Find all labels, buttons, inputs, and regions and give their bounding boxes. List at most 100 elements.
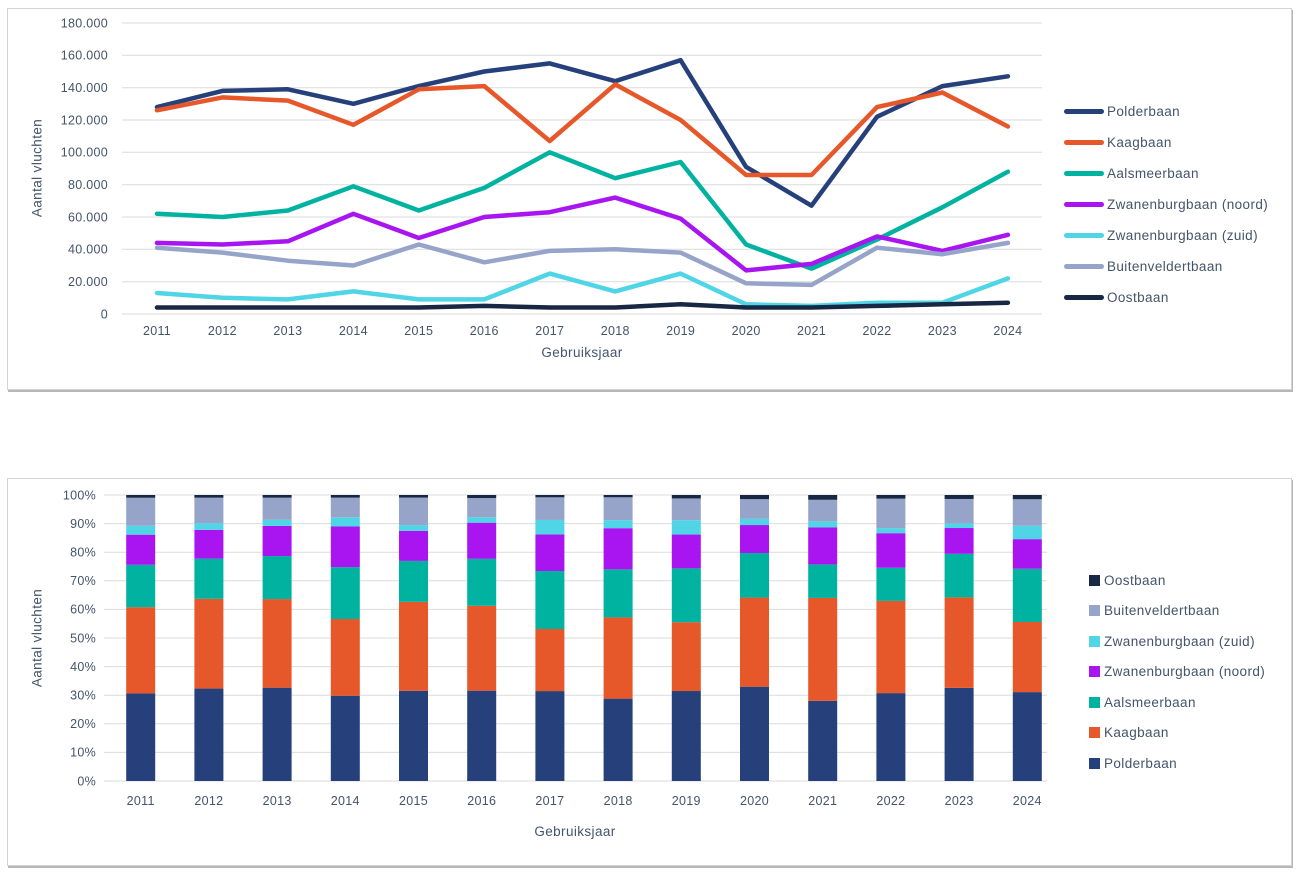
bar-segment-kaagbaan [944,597,974,688]
bar-segment-oostbaan [330,495,360,498]
bar-segment-zwanenburgbaan-noord [1012,539,1042,569]
bar-segment-buitenveldertbaan [740,499,769,519]
y-axis-title: Aantal vluchten [29,118,45,218]
bar-segment-polderbaan [808,700,838,781]
legend-label: Kaagbaan [1104,725,1169,741]
bar-segment-zwanenburgbaan-noord [944,528,974,554]
legend-item-zwanenburgbaan-noord: Zwanenburgbaan (noord) [1089,657,1265,688]
x-tick-label: 2017 [535,324,564,338]
bar-segment-oostbaan [399,495,428,498]
x-tick-label: 2021 [797,324,826,338]
series-line-zwanenburgbaan-zuid [154,271,1011,309]
x-tick-label: 2018 [601,324,630,338]
bar-segment-kaagbaan [671,622,701,692]
bar-segment-zwanenburgbaan-noord [603,528,633,570]
bar-segment-buitenveldertbaan [876,498,906,529]
legend-item-buitenveldertbaan: Buitenveldertbaan [1064,251,1268,282]
series-line-aalsmeerbaan [154,150,1011,271]
bar-segment-polderbaan [467,690,497,781]
legend-item-zwanenburgbaan-zuid: Zwanenburgbaan (zuid) [1064,220,1268,251]
y-tick-label: 0% [77,774,96,788]
bar-segment-polderbaan [876,693,906,781]
legend-label: Buitenveldertbaan [1104,603,1220,619]
bar-segment-zwanenburgbaan-zuid [330,517,360,527]
bar-segment-oostbaan [944,495,974,499]
bar-segment-kaagbaan [1012,621,1042,693]
legend-label: Kaagbaan [1107,135,1172,150]
bar-segment-zwanenburgbaan-noord [262,525,292,557]
line-chart-legend: Polderbaan Kaagbaan Aalsmeerbaan Zwanenburg… [1064,96,1268,313]
oostbaan-swatch-icon [1089,574,1100,586]
legend-label: Zwanenburgbaan (noord) [1104,664,1266,680]
x-tick-label: 2022 [862,324,891,338]
bar-segment-polderbaan [944,687,974,781]
bar-segment-zwanenburgbaan-zuid [262,519,292,526]
x-tick-label: 2020 [732,324,761,338]
y-tick-label: 70% [70,574,96,588]
y-tick-label: 180.000 [61,16,108,30]
bar-segment-buitenveldertbaan [535,497,565,520]
bar-segment-aalsmeerbaan [330,567,360,619]
legend-item-polderbaan: Polderbaan [1089,748,1265,779]
aalsmeerbaan-swatch-icon [1089,696,1100,708]
series-line-oostbaan [154,300,1011,310]
bar-segment-kaagbaan [808,597,838,701]
bar-segment-kaagbaan [330,618,360,696]
legend-label: Polderbaan [1107,104,1181,119]
legend-item-oostbaan: Oostbaan [1064,282,1268,313]
y-tick-label: 0 [101,307,108,321]
bar-segment-polderbaan [399,690,428,781]
y-tick-label: 20.000 [68,275,108,289]
bar-segment-aalsmeerbaan [126,564,156,608]
legend-label: Buitenveldertbaan [1107,259,1223,274]
bar-segment-polderbaan [1012,692,1042,781]
bar-segment-zwanenburgbaan-noord [740,525,769,554]
x-tick-label: 2013 [273,324,302,338]
x-tick-label: 2017 [535,794,564,808]
bar-segment-buitenveldertbaan [126,497,156,526]
bar-segment-zwanenburgbaan-zuid [808,521,838,528]
bar-segment-oostbaan [808,495,838,500]
bar-segment-polderbaan [671,691,701,781]
bar-segment-kaagbaan [126,607,156,694]
bar-segment-polderbaan [194,688,224,781]
bar-segment-zwanenburgbaan-noord [126,534,156,565]
x-tick-label: 2024 [1013,794,1042,808]
legend-item-kaagbaan: Kaagbaan [1089,718,1265,749]
bar-segment-kaagbaan [535,629,565,692]
bar-segment-buitenveldertbaan [330,497,360,518]
bar-segment-zwanenburgbaan-noord [399,530,428,561]
series-line-zwanenburgbaan-noord [154,195,1011,273]
bar-segment-kaagbaan [603,617,633,699]
y-tick-label: 30% [70,689,96,703]
x-tick-label: 2012 [208,324,237,338]
bar-segment-polderbaan [126,693,156,781]
bar-segment-zwanenburgbaan-zuid [467,517,497,523]
bar-segment-kaagbaan [467,605,497,691]
legend-label: Aalsmeerbaan [1107,166,1199,181]
x-tick-label: 2019 [666,324,695,338]
bar-segment-oostbaan [194,495,224,498]
bar-segment-zwanenburgbaan-zuid [603,520,633,529]
bar-segment-zwanenburgbaan-zuid [671,520,701,535]
bar-segment-oostbaan [740,495,769,500]
bar-segment-oostbaan [126,495,156,498]
legend-item-aalsmeerbaan: Aalsmeerbaan [1064,158,1268,189]
bar-segment-zwanenburgbaan-noord [808,527,838,565]
bar-segment-buitenveldertbaan [808,499,838,522]
bar-segment-oostbaan [535,495,565,498]
bar-segment-zwanenburgbaan-noord [671,534,701,569]
legend-item-zwanenburgbaan-noord: Zwanenburgbaan (noord) [1064,189,1268,220]
x-tick-label: 2023 [945,794,974,808]
oostbaan-swatch-icon [1064,295,1104,300]
bar-segment-aalsmeerbaan [1012,568,1042,622]
bar-segment-aalsmeerbaan [944,553,974,598]
x-tick-label: 2020 [740,794,769,808]
aalsmeerbaan-swatch-icon [1064,171,1104,176]
bar-segment-zwanenburgbaan-noord [194,529,224,559]
bar-segment-kaagbaan [740,597,769,687]
y-axis-title: Aantal vluchten [29,588,45,688]
x-tick-label: 2011 [143,324,171,338]
y-tick-label: 120.000 [61,113,108,127]
x-tick-label: 2023 [928,324,957,338]
